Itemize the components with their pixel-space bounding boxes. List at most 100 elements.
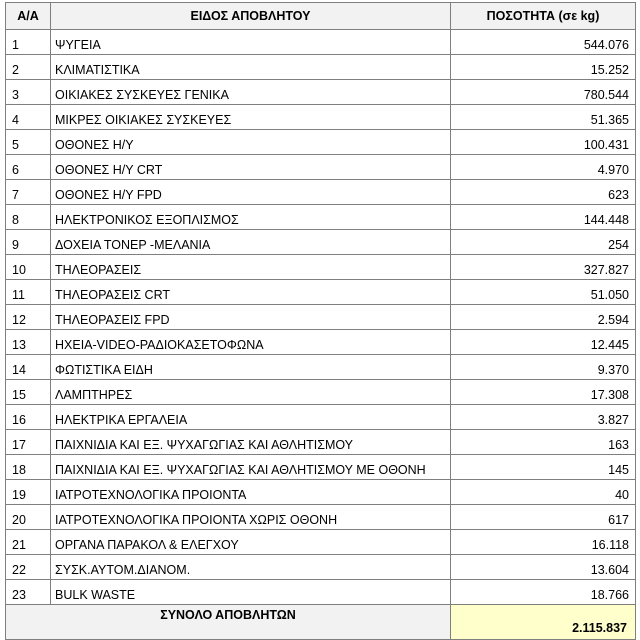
table-row: 22 ΣΥΣΚ.ΑΥΤΟΜ.ΔΙΑΝΟΜ. 13.604 <box>5 554 636 580</box>
table-cell: 4.970 <box>450 154 636 180</box>
table-cell: 23 <box>5 579 51 605</box>
table-cell: 623 <box>450 179 636 205</box>
table-row: 10 ΤΗΛΕΟΡΑΣΕΙΣ 327.827 <box>5 254 636 280</box>
table-row: 16 ΗΛΕΚΤΡΙΚΑ ΕΡΓΑΛΕΙΑ 3.827 <box>5 404 636 430</box>
table-cell: 40 <box>450 479 636 505</box>
header-cell: Α/Α <box>5 2 51 30</box>
table-row: 18 ΠΑΙΧΝΙΔΙΑ ΚΑΙ ΕΞ. ΨΥΧΑΓΩΓΙΑΣ ΚΑΙ ΑΘΛΗΤ… <box>5 454 636 480</box>
table-cell: 145 <box>450 454 636 480</box>
table-cell: 9.370 <box>450 354 636 380</box>
table-cell: 19 <box>5 479 51 505</box>
table-cell: ΛΑΜΠΤΗΡΕΣ <box>50 379 451 405</box>
table-cell: 163 <box>450 429 636 455</box>
table-row: 17 ΠΑΙΧΝΙΔΙΑ ΚΑΙ ΕΞ. ΨΥΧΑΓΩΓΙΑΣ ΚΑΙ ΑΘΛΗΤ… <box>5 429 636 455</box>
table-cell: 18 <box>5 454 51 480</box>
table-cell: ΗΧΕΙΑ-VIDEO-ΡΑΔΙΟΚΑΣΕΤΟΦΩΝΑ <box>50 329 451 355</box>
table-row: 4 ΜΙΚΡΕΣ ΟΙΚΙΑΚΕΣ ΣΥΣΚΕΥΕΣ 51.365 <box>5 104 636 130</box>
table-cell: 100.431 <box>450 129 636 155</box>
table-cell: 20 <box>5 504 51 530</box>
page: {"table": { "header": ["Α/Α", "ΕΙΔΟΣ ΑΠΟ… <box>5 2 636 640</box>
table-cell: 51.365 <box>450 104 636 130</box>
table-cell: 617 <box>450 504 636 530</box>
table-cell: 12.445 <box>450 329 636 355</box>
table-cell: 13.604 <box>450 554 636 580</box>
table-row: 12 ΤΗΛΕΟΡΑΣΕΙΣ FPD 2.594 <box>5 304 636 330</box>
table-cell: ΟΙΚΙΑΚΕΣ ΣΥΣΚΕΥΕΣ ΓΕΝΙΚΑ <box>50 79 451 105</box>
table-cell: ΜΙΚΡΕΣ ΟΙΚΙΑΚΕΣ ΣΥΣΚΕΥΕΣ <box>50 104 451 130</box>
header-cell: ΕΙΔΟΣ ΑΠΟΒΛΗΤΟΥ <box>50 2 451 30</box>
table-cell: ΟΘΟΝΕΣ Η/Υ <box>50 129 451 155</box>
table-row: 15 ΛΑΜΠΤΗΡΕΣ 17.308 <box>5 379 636 405</box>
table-cell: 3 <box>5 79 51 105</box>
table-cell: ΤΗΛΕΟΡΑΣΕΙΣ CRT <box>50 279 451 305</box>
waste-table: Α/Α ΕΙΔΟΣ ΑΠΟΒΛΗΤΟΥ ΠΟΣΟΤΗΤΑ (σε kg) 1 ΨΥΓΕ… <box>5 2 636 640</box>
table-row: 11 ΤΗΛΕΟΡΑΣΕΙΣ CRT 51.050 <box>5 279 636 305</box>
table-cell: 10 <box>5 254 51 280</box>
table-cell: ΚΛΙΜΑΤΙΣΤΙΚΑ <box>50 54 451 80</box>
table-cell: 22 <box>5 554 51 580</box>
table-cell: 18.766 <box>450 579 636 605</box>
table-cell: 254 <box>450 229 636 255</box>
table-cell: 2 <box>5 54 51 80</box>
table-row: 6 ΟΘΟΝΕΣ Η/Υ CRT 4.970 <box>5 154 636 180</box>
table-row: 5 ΟΘΟΝΕΣ Η/Υ 100.431 <box>5 129 636 155</box>
table-cell: 15.252 <box>450 54 636 80</box>
table-cell: 15 <box>5 379 51 405</box>
table-cell: ΟΘΟΝΕΣ Η/Υ CRT <box>50 154 451 180</box>
table-cell: ΙΑΤΡΟΤΕΧΝΟΛΟΓΙΚΑ ΠΡΟΙΟΝΤΑ ΧΩΡΙΣ ΟΘΟΝΗ <box>50 504 451 530</box>
table-row: 7 ΟΘΟΝΕΣ Η/Υ FPD 623 <box>5 179 636 205</box>
table-cell: 8 <box>5 204 51 230</box>
header-row: Α/Α ΕΙΔΟΣ ΑΠΟΒΛΗΤΟΥ ΠΟΣΟΤΗΤΑ (σε kg) <box>5 2 636 30</box>
table-row: 3 ΟΙΚΙΑΚΕΣ ΣΥΣΚΕΥΕΣ ΓΕΝΙΚΑ 780.544 <box>5 79 636 105</box>
table-cell: ΨΥΓΕΙΑ <box>50 29 451 55</box>
table-cell: 14 <box>5 354 51 380</box>
table-cell: 51.050 <box>450 279 636 305</box>
table-row: 2 ΚΛΙΜΑΤΙΣΤΙΚΑ 15.252 <box>5 54 636 80</box>
table-row: 20 ΙΑΤΡΟΤΕΧΝΟΛΟΓΙΚΑ ΠΡΟΙΟΝΤΑ ΧΩΡΙΣ ΟΘΟΝΗ 6… <box>5 504 636 530</box>
table-cell: 13 <box>5 329 51 355</box>
table-cell: ΦΩΤΙΣΤΙΚΑ ΕΙΔΗ <box>50 354 451 380</box>
table-cell: 544.076 <box>450 29 636 55</box>
header-cell: ΠΟΣΟΤΗΤΑ (σε kg) <box>450 2 636 30</box>
table-cell: 11 <box>5 279 51 305</box>
table-row: 9 ΔΟΧΕΙΑ ΤΟΝΕΡ -ΜΕΛΑΝΙΑ 254 <box>5 229 636 255</box>
table-cell: ΤΗΛΕΟΡΑΣΕΙΣ FPD <box>50 304 451 330</box>
table-row: 13 ΗΧΕΙΑ-VIDEO-ΡΑΔΙΟΚΑΣΕΤΟΦΩΝΑ 12.445 <box>5 329 636 355</box>
table-cell: 1 <box>5 29 51 55</box>
table-cell: 4 <box>5 104 51 130</box>
table-cell: ΙΑΤΡΟΤΕΧΝΟΛΟΓΙΚΑ ΠΡΟΙΟΝΤΑ <box>50 479 451 505</box>
table-body: 1 ΨΥΓΕΙΑ 544.076 2 ΚΛΙΜΑΤΙΣΤΙΚΑ 15.252 3 ΟΙΚΙΑΚ… <box>5 29 636 640</box>
table-row: 1 ΨΥΓΕΙΑ 544.076 <box>5 29 636 55</box>
table-cell: ΠΑΙΧΝΙΔΙΑ ΚΑΙ ΕΞ. ΨΥΧΑΓΩΓΙΑΣ ΚΑΙ ΑΘΛΗΤΙΣ… <box>50 454 451 480</box>
table-cell: 7 <box>5 179 51 205</box>
table-cell: 9 <box>5 229 51 255</box>
table-cell: 16.118 <box>450 529 636 555</box>
table-cell: 17.308 <box>450 379 636 405</box>
table-cell: 3.827 <box>450 404 636 430</box>
total-label: ΣΥΝΟΛΟ ΑΠΟΒΛΗΤΩΝ <box>5 604 451 640</box>
table-row: 14 ΦΩΤΙΣΤΙΚΑ ΕΙΔΗ 9.370 <box>5 354 636 380</box>
table-cell: ΠΑΙΧΝΙΔΙΑ ΚΑΙ ΕΞ. ΨΥΧΑΓΩΓΙΑΣ ΚΑΙ ΑΘΛΗΤΙΣ… <box>50 429 451 455</box>
table-cell: ΟΡΓΑΝΑ ΠΑΡΑΚΟΛ & ΕΛΕΓΧΟΥ <box>50 529 451 555</box>
table-cell: 12 <box>5 304 51 330</box>
table-cell: 780.544 <box>450 79 636 105</box>
table-cell: 2.594 <box>450 304 636 330</box>
table-cell: ΗΛΕΚΤΡΟΝΙΚΟΣ ΕΞΟΠΛΙΣΜΟΣ <box>50 204 451 230</box>
total-row: ΣΥΝΟΛΟ ΑΠΟΒΛΗΤΩΝ 2.115.837 <box>5 604 636 640</box>
table-cell: ΗΛΕΚΤΡΙΚΑ ΕΡΓΑΛΕΙΑ <box>50 404 451 430</box>
table-cell: 16 <box>5 404 51 430</box>
table-row: 21 ΟΡΓΑΝΑ ΠΑΡΑΚΟΛ & ΕΛΕΓΧΟΥ 16.118 <box>5 529 636 555</box>
table-cell: 5 <box>5 129 51 155</box>
table-cell: ΟΘΟΝΕΣ Η/Υ FPD <box>50 179 451 205</box>
table-cell: 327.827 <box>450 254 636 280</box>
table-cell: 21 <box>5 529 51 555</box>
table-cell: ΤΗΛΕΟΡΑΣΕΙΣ <box>50 254 451 280</box>
table-cell: 17 <box>5 429 51 455</box>
table-cell: BULK WASTE <box>50 579 451 605</box>
table-cell: 144.448 <box>450 204 636 230</box>
table-row: 8 ΗΛΕΚΤΡΟΝΙΚΟΣ ΕΞΟΠΛΙΣΜΟΣ 144.448 <box>5 204 636 230</box>
table-cell: ΔΟΧΕΙΑ ΤΟΝΕΡ -ΜΕΛΑΝΙΑ <box>50 229 451 255</box>
table-cell: ΣΥΣΚ.ΑΥΤΟΜ.ΔΙΑΝΟΜ. <box>50 554 451 580</box>
table-row: 19 ΙΑΤΡΟΤΕΧΝΟΛΟΓΙΚΑ ΠΡΟΙΟΝΤΑ 40 <box>5 479 636 505</box>
total-value: 2.115.837 <box>450 604 636 640</box>
